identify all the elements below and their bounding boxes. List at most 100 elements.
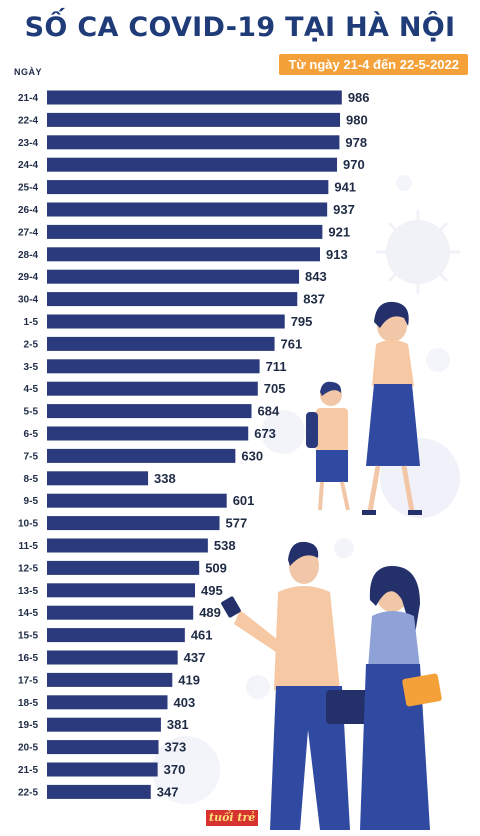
bar [47, 493, 227, 508]
category-label: 19-5 [18, 720, 38, 731]
category-label: 25-4 [18, 183, 38, 194]
bar [47, 135, 340, 150]
bar [47, 404, 252, 419]
bar [47, 381, 258, 396]
value-label: 437 [184, 650, 206, 665]
value-label: 986 [348, 90, 370, 105]
category-label: 26-4 [18, 205, 38, 216]
value-label: 761 [281, 336, 303, 351]
bar [47, 359, 260, 374]
bar [47, 448, 236, 463]
category-label: 22-4 [18, 115, 38, 126]
child-figure [306, 381, 350, 511]
bar [47, 516, 220, 531]
bar [47, 605, 194, 620]
bar [47, 538, 208, 553]
category-label: 3-5 [24, 362, 39, 373]
bar [47, 672, 173, 687]
category-label: 21-5 [18, 765, 38, 776]
woman-figure [360, 566, 442, 830]
category-label: 22-5 [18, 787, 38, 798]
value-label: 347 [157, 784, 179, 799]
category-label: 18-5 [18, 698, 38, 709]
bar [47, 560, 200, 575]
category-label: 2-5 [24, 339, 39, 350]
category-label: 12-5 [18, 563, 38, 574]
category-label: 7-5 [24, 451, 39, 462]
bar [47, 471, 149, 486]
category-label: 13-5 [18, 586, 38, 597]
category-label: 11-5 [19, 541, 39, 552]
value-label: 711 [266, 359, 287, 374]
value-label: 941 [334, 180, 356, 195]
value-label: 921 [328, 224, 350, 239]
value-label: 509 [205, 560, 227, 575]
bar [47, 90, 342, 105]
bar [47, 583, 196, 598]
bar [47, 426, 249, 441]
decorative-illustration [152, 175, 460, 830]
virus-icon [376, 210, 460, 294]
value-label: 338 [154, 471, 176, 486]
value-label: 370 [164, 762, 186, 777]
bar [47, 180, 329, 195]
value-label: 970 [343, 157, 365, 172]
value-label: 381 [167, 717, 189, 732]
value-label: 705 [264, 381, 286, 396]
value-label: 538 [214, 538, 236, 553]
value-label: 980 [346, 112, 368, 127]
value-label: 843 [305, 269, 327, 284]
value-label: 489 [199, 605, 221, 620]
bar [47, 314, 285, 329]
value-label: 403 [173, 695, 195, 710]
value-label: 577 [226, 516, 248, 531]
category-label: 9-5 [24, 496, 39, 507]
category-label: 10-5 [18, 519, 38, 530]
bar [47, 269, 300, 284]
category-label: 1-5 [24, 317, 39, 328]
publisher-logo: tuổi trẻ [206, 810, 259, 826]
category-label: 16-5 [18, 653, 38, 664]
bar [47, 740, 159, 755]
page-title: SỐ CA COVID-19 TẠI HÀ NỘI [24, 12, 456, 43]
bar [47, 650, 178, 665]
bar [47, 247, 320, 262]
category-label: 4-5 [24, 384, 39, 395]
value-label: 795 [291, 314, 313, 329]
date-range-badge: Từ ngày 21-4 đến 22-5-2022 [279, 54, 468, 75]
bar [47, 762, 158, 777]
value-label: 419 [178, 672, 200, 687]
value-label: 373 [165, 740, 187, 755]
value-label: 495 [201, 583, 223, 598]
bar [47, 202, 328, 217]
value-label: 978 [345, 135, 367, 150]
bar-chart: 21-4 986 22-4 980 23-4 978 24-4 970 25-4 941 26-4 9… [18, 90, 370, 799]
category-label: 20-5 [18, 743, 38, 754]
category-label: 6-5 [24, 429, 39, 440]
value-label: 937 [333, 202, 355, 217]
bar [47, 628, 185, 643]
category-label: 17-5 [18, 675, 38, 686]
category-label: 8-5 [24, 474, 39, 485]
bar [47, 717, 161, 732]
category-label: 29-4 [18, 272, 38, 283]
category-label: 28-4 [18, 250, 38, 261]
category-label: 14-5 [18, 608, 38, 619]
value-label: 837 [303, 292, 325, 307]
bar [47, 157, 338, 172]
value-label: 913 [326, 247, 348, 262]
value-label: 461 [191, 628, 213, 643]
category-label: 21-4 [18, 93, 38, 104]
y-axis-label: NGÀY [14, 67, 43, 77]
value-label: 630 [241, 448, 263, 463]
bar [47, 112, 341, 127]
bar [47, 292, 298, 307]
value-label: 684 [258, 404, 280, 419]
category-label: 24-4 [18, 160, 38, 171]
category-label: 27-4 [18, 227, 38, 238]
value-label: 601 [233, 493, 255, 508]
category-label: 15-5 [18, 631, 38, 642]
bar [47, 784, 151, 799]
value-label: 673 [254, 426, 276, 441]
